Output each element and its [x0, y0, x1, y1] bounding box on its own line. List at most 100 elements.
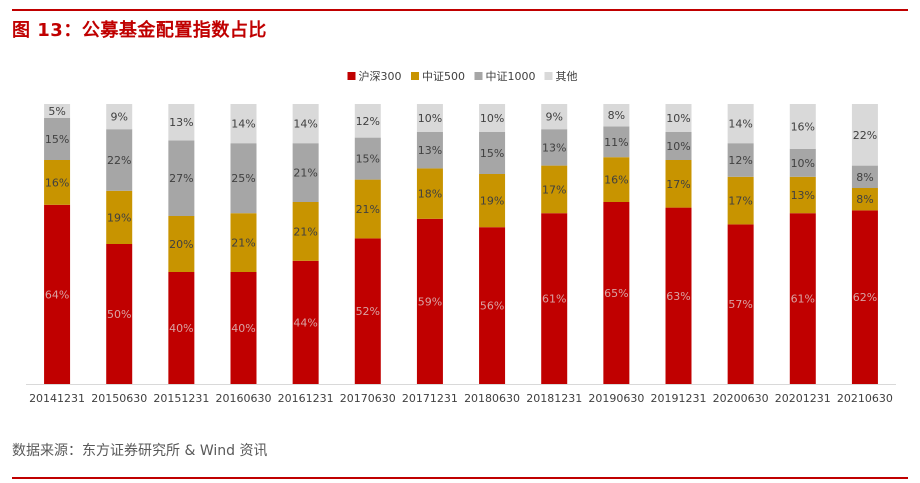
bar-segment [603, 126, 630, 158]
data-label: 13% [418, 144, 442, 157]
figure-title: 图 13：公募基金配置指数占比 [12, 20, 267, 41]
x-tick-label: 20201231 [775, 392, 831, 405]
data-label: 14% [231, 118, 255, 131]
bar-segment [603, 202, 630, 384]
data-label: 8% [608, 109, 625, 122]
data-label: 44% [293, 316, 317, 329]
bar-stack: 65% 16% 11% 8% [603, 104, 630, 384]
bar-segment [416, 218, 443, 384]
data-label: 17% [542, 183, 566, 196]
bar-stack: 63% 17% 10% 10% [665, 104, 692, 384]
data-label: 21% [293, 225, 317, 238]
data-label: 27% [169, 172, 193, 185]
data-label: 17% [666, 178, 690, 191]
data-label: 20% [169, 238, 193, 251]
bar-segment [727, 143, 754, 177]
data-label: 14% [293, 118, 317, 131]
data-label: 22% [853, 129, 877, 142]
data-label: 10% [666, 140, 690, 153]
data-label: 8% [856, 171, 873, 184]
bar-segment [727, 176, 754, 225]
data-label: 57% [728, 298, 752, 311]
bar-segment [416, 168, 443, 219]
bar-segment [727, 224, 754, 384]
bar-segment [851, 210, 878, 384]
bar-segment [479, 174, 506, 228]
chart-legend: 沪深300 中证500 中证1000 其他 [347, 69, 578, 83]
bar-segment [727, 104, 754, 144]
bar-segment [479, 132, 506, 174]
legend-label: 沪深300 [359, 69, 402, 83]
bar-segment [168, 140, 195, 216]
data-label: 64% [45, 288, 69, 301]
data-label: 40% [231, 322, 255, 335]
data-label: 18% [418, 188, 442, 201]
bar-segment [106, 104, 133, 130]
x-tick-label: 20151231 [153, 392, 209, 405]
bar-segment [603, 104, 630, 127]
bar-segment [168, 272, 195, 384]
bar-stack: 59% 18% 13% 10% [416, 104, 443, 384]
bar-segment [354, 238, 381, 384]
bar-segment [789, 213, 816, 384]
bar-segment [230, 272, 257, 384]
bar-segment [789, 176, 816, 214]
bar-segment [665, 160, 692, 208]
data-label: 10% [666, 112, 690, 125]
bar-segment [479, 227, 506, 384]
bottom-rule [12, 477, 908, 479]
data-label: 13% [169, 116, 193, 129]
bar-segment [789, 148, 816, 177]
legend-item: 中证1000 [474, 70, 536, 83]
data-label: 17% [728, 195, 752, 208]
data-label: 63% [666, 290, 690, 303]
bar-segment [354, 179, 381, 239]
bar-segment [789, 104, 816, 149]
bar-stack: 50% 19% 22% 9% [106, 104, 133, 384]
data-label: 15% [45, 133, 69, 146]
data-label: 61% [791, 293, 815, 306]
data-label: 16% [604, 174, 628, 187]
data-label: 10% [418, 112, 442, 125]
x-tick-label: 20191231 [651, 392, 707, 405]
data-label: 61% [542, 293, 566, 306]
x-tick-label: 20161231 [278, 392, 334, 405]
bar-stack: 52% 21% 15% 12% [354, 104, 381, 384]
bar-segment [541, 165, 568, 214]
bar-stack: 44% 21% 21% 14% [292, 104, 319, 384]
bar-stack: 40% 20% 27% 13% [168, 104, 195, 384]
bar-segment [44, 160, 71, 205]
bar-stack: 64% 16% 15% 5% [44, 104, 71, 384]
legend-item: 其他 [544, 70, 578, 83]
x-tick-label: 20210630 [837, 392, 893, 405]
bar-segment [665, 207, 692, 384]
data-label: 8% [856, 193, 873, 206]
bar-segment [603, 157, 630, 202]
bar-segment [665, 132, 692, 160]
x-tick-label: 20171231 [402, 392, 458, 405]
data-label: 9% [110, 111, 127, 124]
bar-segment [292, 143, 319, 202]
data-label: 25% [231, 172, 255, 185]
source-note: 数据来源：东方证券研究所 & Wind 资讯 [12, 443, 268, 459]
bar-segment [851, 104, 878, 166]
data-label: 9% [545, 111, 562, 124]
data-label: 52% [356, 305, 380, 318]
legend-item: 中证500 [411, 70, 465, 83]
legend-swatch [411, 72, 419, 80]
data-label: 65% [604, 287, 628, 300]
data-label: 16% [791, 120, 815, 133]
bar-segment [354, 104, 381, 138]
top-rule [12, 9, 908, 11]
bar-segment [168, 216, 195, 272]
bar-segment [230, 104, 257, 144]
bar-stack: 57% 17% 12% 14% [727, 104, 754, 384]
stacked-bar-chart: 沪深300 中证500 中证1000 其他 64% 16% 15% 5% 50% 19% 22% 9… [26, 69, 896, 405]
bar-segment [416, 132, 443, 169]
x-tick-label: 20181231 [526, 392, 582, 405]
bar-segment [106, 129, 133, 191]
bar-segment [106, 190, 133, 244]
x-tick-label: 20150630 [91, 392, 147, 405]
legend-swatch [544, 72, 553, 80]
data-label: 13% [542, 141, 566, 154]
